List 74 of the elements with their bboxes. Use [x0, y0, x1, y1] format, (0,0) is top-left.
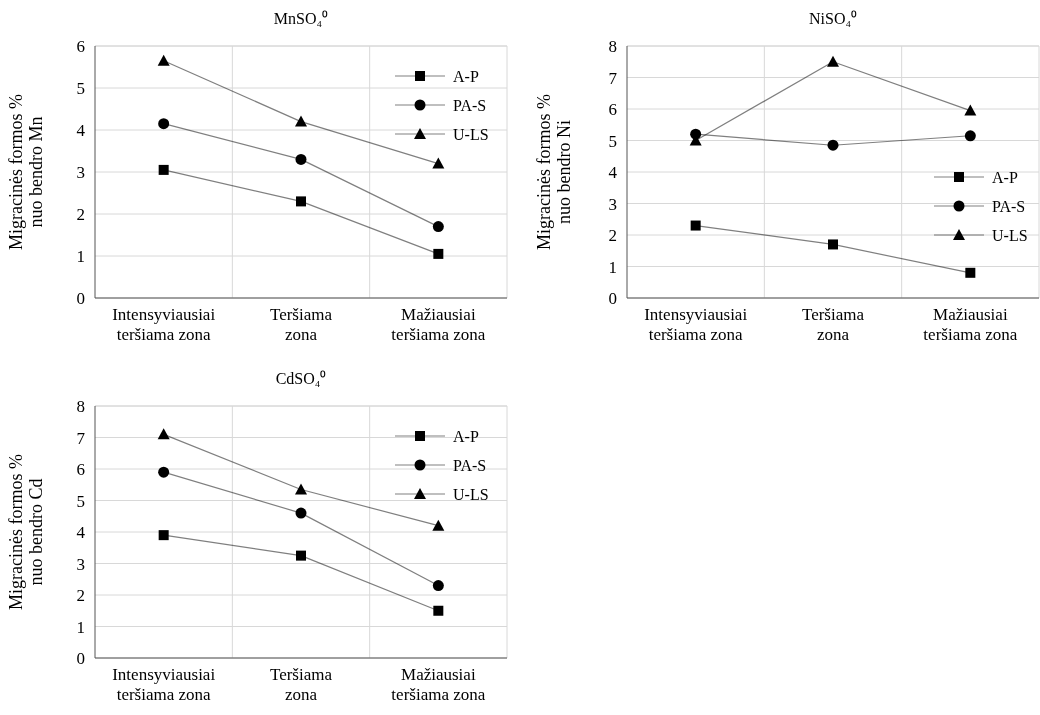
chart-title: NiSO₄⁰: [808, 10, 858, 27]
y-tick-label: 7: [76, 428, 86, 448]
y-tick-label: 4: [76, 121, 86, 140]
x-tick-label: Intensyviausiai teršiama zona: [112, 665, 216, 704]
point: [432, 221, 444, 233]
y-tick-label: 3: [76, 163, 85, 182]
y-tick-label: 1: [76, 617, 85, 637]
point: [157, 428, 170, 440]
x-tick-label: Teršiama zona: [269, 665, 333, 704]
legend-label: A-P: [453, 68, 479, 85]
point: [296, 196, 306, 207]
point: [432, 519, 445, 531]
point: [827, 55, 839, 67]
y-tick-label: 0: [76, 649, 85, 668]
legend-label: U-LS: [453, 486, 489, 503]
point: [295, 115, 307, 127]
y-tick-label: 2: [76, 205, 85, 224]
y-tick-label: 1: [608, 257, 617, 277]
legend-label: PA-S: [453, 457, 487, 474]
y-axis-title: Migracinės formos % nuo bendro Ni: [534, 94, 574, 250]
point: [965, 267, 976, 278]
point: [964, 130, 976, 142]
y-tick-label: 8: [608, 37, 617, 56]
legend-label: A-P: [992, 169, 1018, 186]
chart-title: CdSO₄⁰: [275, 370, 327, 387]
y-tick-label: 3: [608, 194, 617, 214]
legend-label: PA-S: [453, 97, 487, 114]
legend-label: A-P: [453, 428, 479, 445]
y-axis-title: Migracinės formos % nuo bendro Mn: [6, 94, 46, 250]
x-tick-label: Intensyviausiai teršiama zona: [644, 305, 748, 344]
y-tick-label: 6: [76, 37, 85, 56]
legend-label: U-LS: [992, 227, 1028, 244]
point: [433, 605, 444, 616]
y-tick-label: 8: [76, 397, 85, 416]
point: [158, 466, 170, 478]
chart-title: MnSO₄⁰: [273, 10, 329, 27]
y-tick-label: 5: [76, 79, 85, 98]
y-tick-label: 0: [608, 289, 617, 308]
point: [433, 248, 444, 259]
legend-label: PA-S: [992, 198, 1026, 215]
point: [296, 550, 306, 561]
legend-label: U-LS: [453, 126, 489, 143]
y-tick-label: 1: [76, 247, 85, 266]
y-tick-label: 2: [608, 226, 617, 245]
y-axis-title: Migracinės formos % nuo bendro Cd: [6, 454, 46, 610]
point: [157, 54, 170, 66]
y-tick-label: 4: [76, 523, 86, 542]
y-tick-label: 4: [608, 163, 618, 182]
x-tick-label: Intensyviausiai teršiama zona: [112, 305, 216, 344]
point: [690, 220, 701, 231]
point: [964, 104, 977, 116]
y-tick-label: 6: [76, 460, 85, 479]
point: [158, 118, 170, 130]
x-tick-label: Teršiama zona: [269, 305, 333, 344]
y-tick-label: 3: [76, 554, 85, 574]
point: [432, 580, 444, 592]
y-tick-label: 5: [76, 491, 85, 511]
point: [158, 530, 169, 541]
point: [295, 153, 307, 165]
y-tick-label: 2: [76, 586, 85, 605]
y-tick-label: 7: [608, 68, 618, 88]
y-tick-label: 5: [608, 131, 617, 151]
x-tick-label: Mažiausiai teršiama zona: [391, 665, 486, 704]
x-tick-label: Teršiama zona: [801, 305, 865, 344]
y-tick-label: 6: [608, 100, 617, 119]
point: [295, 507, 307, 519]
point: [827, 139, 839, 151]
point: [432, 157, 445, 169]
x-tick-label: Mažiausiai teršiama zona: [391, 305, 486, 344]
y-tick-label: 0: [76, 289, 85, 308]
point: [295, 483, 307, 495]
x-tick-label: Mažiausiai teršiama zona: [923, 305, 1018, 344]
point: [828, 239, 838, 250]
point: [158, 164, 169, 175]
